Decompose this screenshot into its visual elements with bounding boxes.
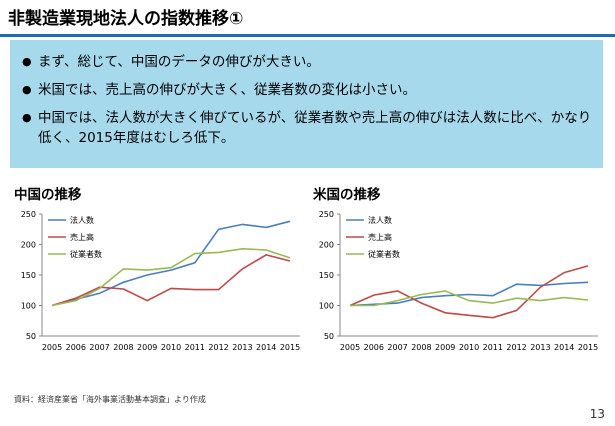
legend-label: 売上高 <box>368 232 392 242</box>
summary-bullet: ● 中国では、法人数が大きく伸びているが、従業者数や売上高の伸びは法人数に比べ、… <box>22 108 593 148</box>
x-tick-label: 2009 <box>137 343 157 352</box>
y-tick-label: 150 <box>319 271 334 280</box>
x-tick-label: 2006 <box>66 343 86 352</box>
legend-label: 従業者数 <box>368 249 400 259</box>
x-tick-label: 2011 <box>185 343 205 352</box>
y-tick-label: 100 <box>319 302 334 311</box>
x-tick-label: 2014 <box>256 343 276 352</box>
x-tick-label: 2005 <box>340 343 360 352</box>
x-tick-label: 2015 <box>280 343 300 352</box>
y-tick-label: 150 <box>21 271 36 280</box>
series-line-1 <box>349 281 589 307</box>
page-number: 13 <box>589 407 605 421</box>
x-tick-label: 2012 <box>506 343 526 352</box>
series-line-3 <box>51 247 291 307</box>
china-chart-title: 中国の推移 <box>14 187 82 203</box>
x-tick-label: 2014 <box>554 343 574 352</box>
summary-bullet: ● 米国では、売上高の伸びが大きく、従業者数の変化は小さい。 <box>22 80 593 100</box>
x-tick-label: 2015 <box>578 343 598 352</box>
x-tick-label: 2007 <box>89 343 109 352</box>
summary-box: ● まず、総じて、中国のデータの伸びが大きい。 ● 米国では、売上高の伸びが大き… <box>10 40 603 168</box>
x-tick-label: 2011 <box>483 343 503 352</box>
legend-label: 法人数 <box>70 215 94 225</box>
legend-label: 売上高 <box>70 232 94 242</box>
us-line-chart: 50 100 150 200 250 2005 2006 2007 2008 2009 2010 20… <box>319 210 598 352</box>
summary-bullet-text: 中国では、法人数が大きく伸びているが、従業者数や売上高の伸びは法人数に比べ、かな… <box>38 110 592 146</box>
source-note: 資料：経済産業省「海外事業活動基本調査」より作成 <box>14 395 206 404</box>
x-tick-label: 2009 <box>435 343 455 352</box>
series-line-2 <box>349 265 589 319</box>
x-tick-label: 2008 <box>113 343 133 352</box>
y-tick-label: 250 <box>21 210 36 219</box>
summary-bullet-text: まず、総じて、中国のデータの伸びが大きい。 <box>38 54 320 70</box>
title-rule <box>0 34 615 37</box>
y-tick-label: 250 <box>319 210 334 219</box>
x-tick-label: 2005 <box>42 343 62 352</box>
y-tick-label: 50 <box>324 332 334 341</box>
y-tick-label: 200 <box>21 241 36 250</box>
series-line-1 <box>51 220 291 307</box>
summary-bullet-text: 米国では、売上高の伸びが大きく、従業者数の変化は小さい。 <box>38 82 416 98</box>
x-tick-label: 2007 <box>387 343 407 352</box>
x-tick-label: 2008 <box>411 343 431 352</box>
y-tick-label: 100 <box>21 302 36 311</box>
us-chart-title: 米国の推移 <box>313 187 381 203</box>
y-tick-label: 200 <box>319 241 334 250</box>
x-tick-label: 2010 <box>459 343 479 352</box>
x-tick-label: 2012 <box>208 343 228 352</box>
x-tick-label: 2006 <box>364 343 384 352</box>
series-line-2 <box>51 254 291 307</box>
x-tick-label: 2010 <box>161 343 181 352</box>
bullet-dot-icon: ● <box>22 83 32 96</box>
series-line-3 <box>350 290 589 307</box>
bullet-dot-icon: ● <box>22 55 32 68</box>
legend-label: 法人数 <box>368 215 392 225</box>
summary-bullet: ● まず、総じて、中国のデータの伸びが大きい。 <box>22 52 593 72</box>
bullet-dot-icon: ● <box>22 111 32 124</box>
slide-title: 非製造業現地法人の指数推移① <box>8 9 244 29</box>
x-tick-label: 2013 <box>232 343 252 352</box>
y-tick-label: 50 <box>26 332 36 341</box>
legend-label: 従業者数 <box>70 249 102 259</box>
x-tick-label: 2013 <box>530 343 550 352</box>
china-line-chart: 50 100 150 200 250 2005 2006 2007 2008 2009 2010 20… <box>21 210 300 352</box>
